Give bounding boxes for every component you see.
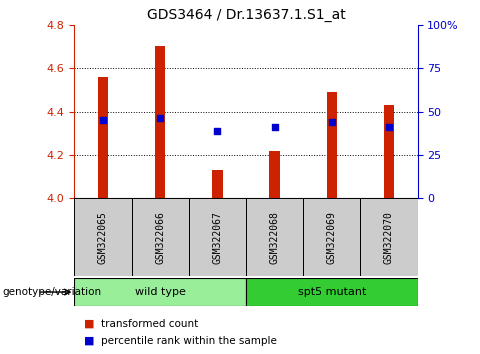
Text: spt5 mutant: spt5 mutant bbox=[298, 287, 366, 297]
FancyBboxPatch shape bbox=[360, 198, 418, 276]
Bar bbox=[327, 92, 337, 198]
Point bbox=[214, 128, 221, 134]
Bar bbox=[98, 77, 108, 198]
FancyBboxPatch shape bbox=[189, 198, 246, 276]
Text: wild type: wild type bbox=[135, 287, 186, 297]
Text: genotype/variation: genotype/variation bbox=[2, 287, 102, 297]
Text: GSM322065: GSM322065 bbox=[98, 211, 108, 264]
Text: GSM322068: GSM322068 bbox=[270, 211, 279, 264]
Bar bbox=[384, 105, 394, 198]
Text: transformed count: transformed count bbox=[101, 319, 198, 329]
FancyBboxPatch shape bbox=[246, 198, 303, 276]
Bar bbox=[269, 150, 280, 198]
Title: GDS3464 / Dr.13637.1.S1_at: GDS3464 / Dr.13637.1.S1_at bbox=[146, 8, 346, 22]
Point bbox=[385, 124, 393, 130]
FancyBboxPatch shape bbox=[303, 198, 360, 276]
Text: GSM322069: GSM322069 bbox=[327, 211, 337, 264]
Point bbox=[156, 115, 164, 121]
FancyBboxPatch shape bbox=[132, 198, 189, 276]
FancyBboxPatch shape bbox=[74, 278, 246, 306]
Point bbox=[99, 117, 107, 123]
Text: GSM322070: GSM322070 bbox=[384, 211, 394, 264]
Text: ■: ■ bbox=[84, 336, 98, 346]
Text: GSM322067: GSM322067 bbox=[212, 211, 222, 264]
Point bbox=[328, 120, 336, 125]
Bar bbox=[155, 46, 165, 198]
Text: ■: ■ bbox=[84, 319, 98, 329]
Text: GSM322066: GSM322066 bbox=[155, 211, 165, 264]
Point bbox=[271, 124, 278, 130]
Text: percentile rank within the sample: percentile rank within the sample bbox=[101, 336, 276, 346]
FancyBboxPatch shape bbox=[74, 198, 132, 276]
FancyBboxPatch shape bbox=[246, 278, 418, 306]
Bar bbox=[212, 170, 223, 198]
